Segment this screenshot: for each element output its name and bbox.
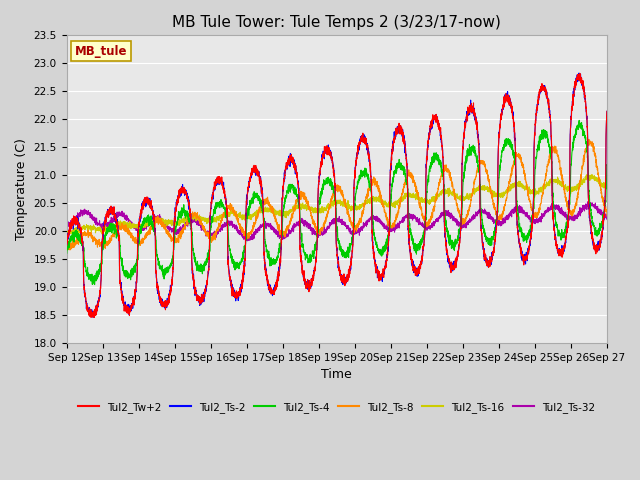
Y-axis label: Temperature (C): Temperature (C) [15,138,28,240]
Legend: Tul2_Tw+2, Tul2_Ts-2, Tul2_Ts-4, Tul2_Ts-8, Tul2_Ts-16, Tul2_Ts-32: Tul2_Tw+2, Tul2_Ts-2, Tul2_Ts-4, Tul2_Ts… [74,397,599,417]
Title: MB Tule Tower: Tule Temps 2 (3/23/17-now): MB Tule Tower: Tule Temps 2 (3/23/17-now… [172,15,501,30]
X-axis label: Time: Time [321,368,352,381]
Text: MB_tule: MB_tule [75,45,127,58]
